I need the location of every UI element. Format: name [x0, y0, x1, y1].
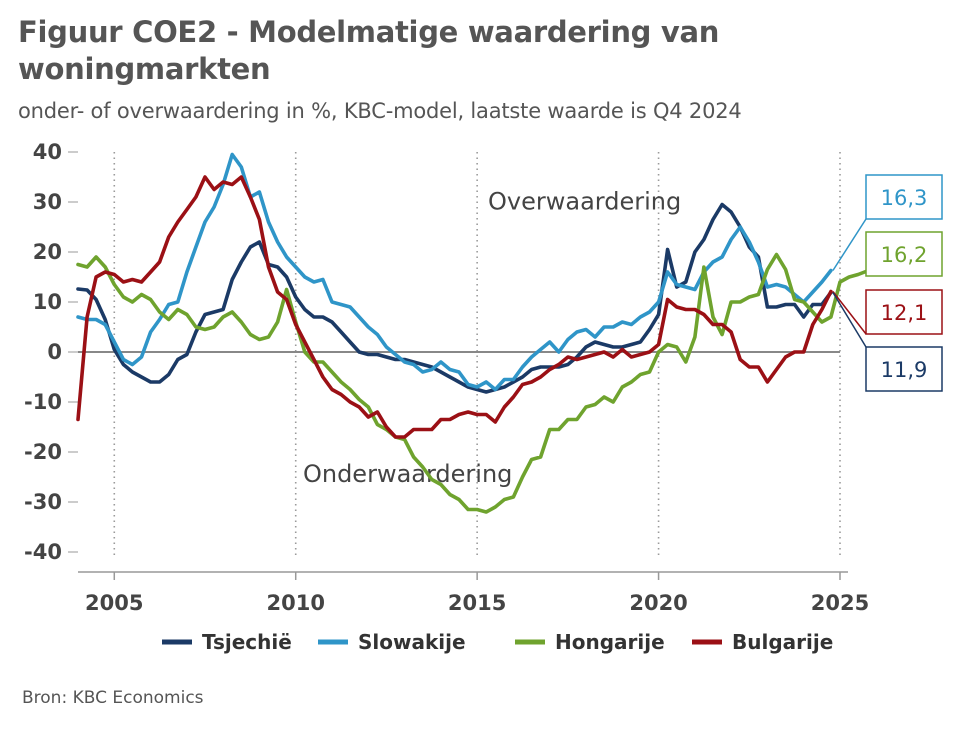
end-value-label-slowakije: 16,3 [881, 186, 928, 210]
annotation-overwaardering: Overwaardering [488, 188, 681, 216]
source-note: Bron: KBC Economics [22, 688, 204, 708]
y-tick-label: 10 [33, 290, 62, 314]
x-tick-label: 2010 [266, 591, 324, 615]
y-tick-label: -30 [24, 490, 62, 514]
chart-subtitle: onder- of overwaardering in %, KBC-model… [18, 99, 742, 123]
legend-label-tsjechie: Tsjechië [202, 630, 292, 654]
callout-box-slowakije [865, 174, 943, 220]
y-tick-label: -10 [24, 390, 62, 414]
x-tick-label: 2005 [85, 591, 143, 615]
end-value-label-bulgarije: 12,1 [881, 301, 928, 325]
y-tick-label: -20 [24, 440, 62, 464]
legend-label-bulgarije: Bulgarije [732, 630, 833, 654]
callout-leader-tsjechie [832, 292, 867, 348]
callout-box-tsjechie [865, 346, 943, 392]
end-value-label-tsjechie: 11,9 [881, 358, 928, 382]
callout-box-bulgarije [865, 289, 943, 335]
x-tick-label: 2025 [811, 591, 869, 615]
series-line-hongarije [76, 252, 870, 514]
page-title: Figuur COE2 - Modelmatige waardering van… [18, 15, 720, 86]
y-tick-label: 40 [33, 140, 62, 164]
x-tick-label: 2015 [448, 591, 506, 615]
annotation-onderwaardering: Onderwaardering [303, 460, 512, 488]
y-tick-label: 0 [47, 340, 62, 364]
series-line-tsjechie [76, 202, 833, 394]
legend-label-hongarije: Hongarije [555, 630, 665, 654]
callout-leader-bulgarije [832, 291, 867, 335]
y-tick-label: 30 [33, 190, 62, 214]
y-tick-label: 20 [33, 240, 62, 264]
callout-leader-slowakije [832, 218, 867, 271]
x-tick-label: 2020 [629, 591, 687, 615]
series-line-bulgarije [76, 175, 833, 439]
callout-box-hongarije [865, 231, 943, 277]
y-tick-label: -40 [24, 540, 62, 564]
legend-label-slowakije: Slowakije [358, 630, 466, 654]
end-value-label-hongarije: 16,2 [881, 243, 928, 267]
series-line-slowakije [76, 152, 833, 392]
